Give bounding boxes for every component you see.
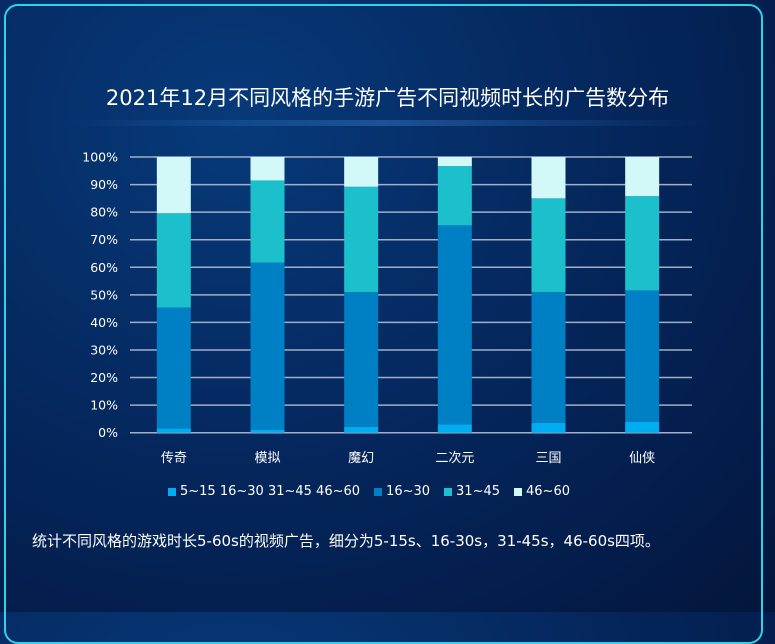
legend-item[interactable]: 16~30 <box>374 484 430 499</box>
footnote: 统计不同风格的游戏时长5-60s的视频广告，细分为5-15s、16-30s，31… <box>32 532 660 550</box>
title-underline <box>60 120 710 126</box>
y-tick-label: 20% <box>90 370 118 385</box>
legend-swatch <box>168 487 176 496</box>
legend-label: 16~30 <box>386 484 431 499</box>
legend-item[interactable]: 31~45 <box>444 484 500 499</box>
y-tick-label: 0% <box>98 425 118 440</box>
legend: 5~15 16~30 31~45 46~60 16~30 31~45 46~60 <box>168 484 570 499</box>
y-tick-label: 80% <box>90 205 118 220</box>
x-tick-label: 三国 <box>535 451 561 466</box>
legend-label: 31~45 <box>456 484 501 499</box>
bar-segment-3-3 <box>437 157 472 167</box>
y-tick-label: 50% <box>90 287 118 302</box>
x-tick-label: 魔幻 <box>348 451 374 466</box>
y-tick-label: 40% <box>90 315 118 330</box>
bar-segment-0-0 <box>156 428 191 433</box>
y-tick-label: 90% <box>90 177 118 192</box>
bar-segment-2-2 <box>344 186 379 293</box>
bar-segment-4-2 <box>531 198 566 293</box>
y-tick-label: 30% <box>90 342 118 357</box>
x-tick-label: 传奇 <box>161 450 187 466</box>
y-tick-label: 70% <box>90 232 118 247</box>
bar-segment-3-0 <box>437 424 472 433</box>
bar-segment-3-2 <box>437 166 472 226</box>
y-tick-label: 10% <box>90 398 118 413</box>
bar-segment-4-0 <box>531 422 566 433</box>
bar-segment-1-2 <box>250 180 285 263</box>
bar-segment-1-3 <box>250 157 285 181</box>
bar-segment-1-1 <box>250 262 285 430</box>
bar-segment-0-3 <box>156 157 191 214</box>
bar-segment-5-1 <box>625 290 660 422</box>
y-tick-label: 100% <box>82 150 118 165</box>
legend-swatch <box>514 487 523 496</box>
bar-segment-2-0 <box>344 426 379 433</box>
legend-item[interactable]: 5~15 16~30 31~45 46~60 <box>168 484 360 499</box>
bar-segment-5-0 <box>625 421 660 433</box>
x-tick-label: 仙侠 <box>629 451 655 466</box>
chart-title: 2021年12月不同风格的手游广告不同视频时长的广告数分布 <box>105 86 670 110</box>
bar-segment-2-3 <box>344 157 379 187</box>
bar-segment-2-1 <box>344 292 379 427</box>
y-tick-label: 60% <box>90 260 118 275</box>
bar-segment-1-0 <box>250 429 285 433</box>
bar-segment-3-1 <box>437 225 472 425</box>
bar-segment-5-2 <box>625 196 660 291</box>
x-tick-label: 二次元 <box>435 450 474 466</box>
stacked-bar-chart: 0% 10% 20% 30% 40% 50% 60% 70% 80% 90% 100% 传奇 模拟 魔幻 二… <box>82 150 692 466</box>
legend-label: 5~15 16~30 31~45 46~60 <box>180 484 361 499</box>
bar-segment-0-2 <box>156 213 191 308</box>
bar-segment-4-3 <box>531 157 566 199</box>
legend-swatch <box>444 487 453 496</box>
bar-segment-4-1 <box>531 292 566 423</box>
legend-swatch <box>374 487 383 496</box>
legend-label: 46~60 <box>526 484 570 499</box>
bar-segment-5-3 <box>625 157 660 197</box>
bar-segment-0-1 <box>156 307 191 429</box>
legend-item[interactable]: 46~60 <box>514 484 570 499</box>
x-tick-label: 模拟 <box>254 451 280 466</box>
